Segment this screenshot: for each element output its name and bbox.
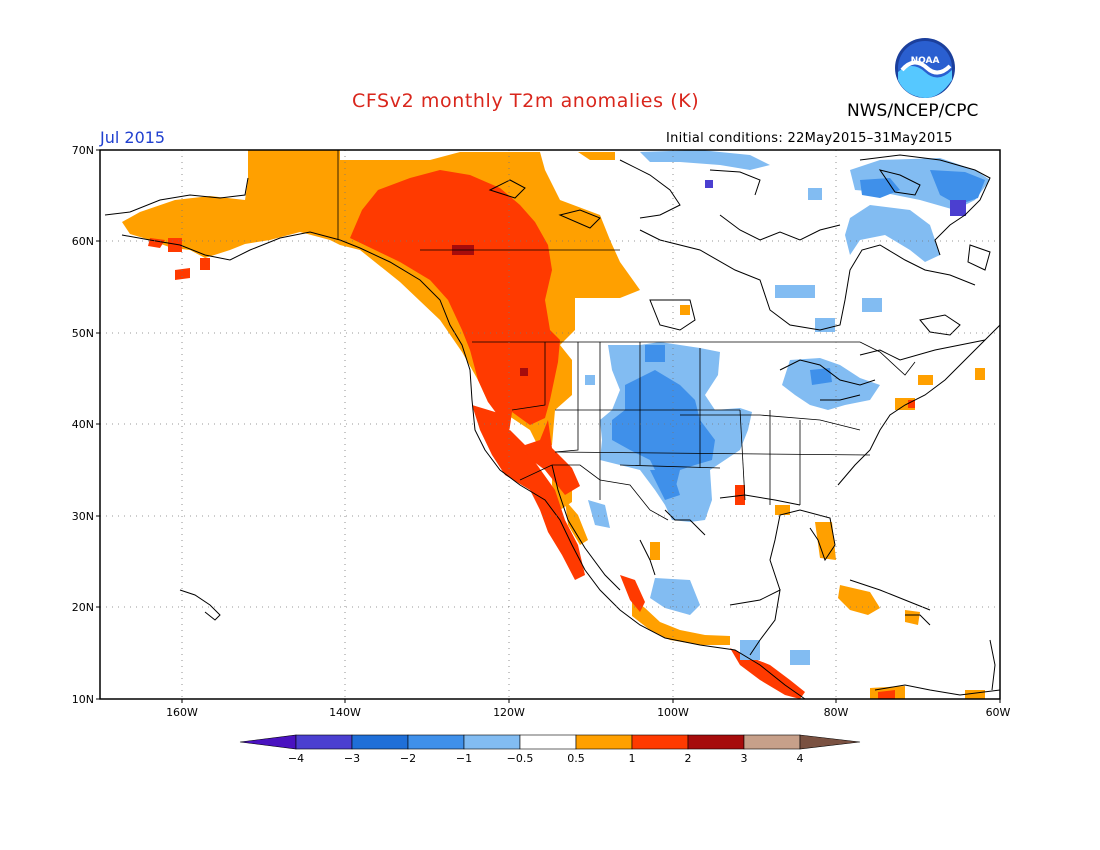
- legend-swatch: [295, 734, 353, 750]
- lat-label: 50N: [72, 327, 94, 340]
- cool-anomaly-regions-medium: [612, 170, 985, 500]
- legend-swatch: [407, 734, 465, 750]
- organization-label: NWS/NCEP/CPC: [847, 101, 979, 121]
- lon-label: 60W: [986, 706, 1011, 719]
- valid-month-label: Jul 2015: [100, 128, 166, 147]
- legend-swatch: [351, 734, 409, 750]
- legend-arrow-high: [799, 734, 861, 750]
- noaa-logo-text: NOAA: [911, 56, 940, 66]
- legend-label: −0.5: [507, 752, 534, 765]
- chart-title: CFSv2 monthly T2m anomalies (K): [352, 90, 700, 112]
- legend-label: 2: [685, 752, 692, 765]
- legend-swatch: [743, 734, 801, 750]
- lon-label: 120W: [493, 706, 525, 719]
- legend-label: −1: [456, 752, 472, 765]
- legend-swatch: [575, 734, 633, 750]
- coastlines: [104, 154, 1001, 700]
- lon-label: 100W: [657, 706, 689, 719]
- legend-swatch: [463, 734, 521, 750]
- cool-anomaly-regions-strong: [705, 180, 966, 216]
- legend-label: 1: [629, 752, 636, 765]
- legend-label: −2: [400, 752, 416, 765]
- lat-label: 10N: [72, 693, 94, 706]
- legend-label: 4: [797, 752, 804, 765]
- legend-arrow-low: [239, 734, 297, 750]
- legend-swatch: [687, 734, 745, 750]
- legend-label: −4: [288, 752, 304, 765]
- legend-label: 0.5: [567, 752, 585, 765]
- legend-label: 3: [741, 752, 748, 765]
- lon-label: 80W: [824, 706, 849, 719]
- longitude-axis: 160W 140W 120W 100W 80W 60W: [166, 699, 1011, 719]
- lon-label: 160W: [166, 706, 198, 719]
- lat-label: 60N: [72, 235, 94, 248]
- lat-label: 20N: [72, 601, 94, 614]
- gridlines: [100, 150, 1000, 699]
- lat-label: 40N: [72, 418, 94, 431]
- legend-swatch: [519, 734, 577, 750]
- noaa-logo: NOAA: [895, 38, 955, 98]
- lat-label: 30N: [72, 510, 94, 523]
- color-legend: −4 −3 −2 −1 −0.5 0.5 1 2 3 4: [239, 734, 861, 765]
- map-area: [99, 149, 1001, 700]
- legend-swatch: [631, 734, 689, 750]
- latitude-axis: 70N 60N 50N 40N 30N 20N 10N: [72, 144, 100, 706]
- legend-label: −3: [344, 752, 360, 765]
- political-borders: [337, 150, 916, 521]
- lat-label: 70N: [72, 144, 94, 157]
- lon-label: 140W: [329, 706, 361, 719]
- initial-conditions-label: Initial conditions: 22May2015–31May2015: [666, 131, 953, 146]
